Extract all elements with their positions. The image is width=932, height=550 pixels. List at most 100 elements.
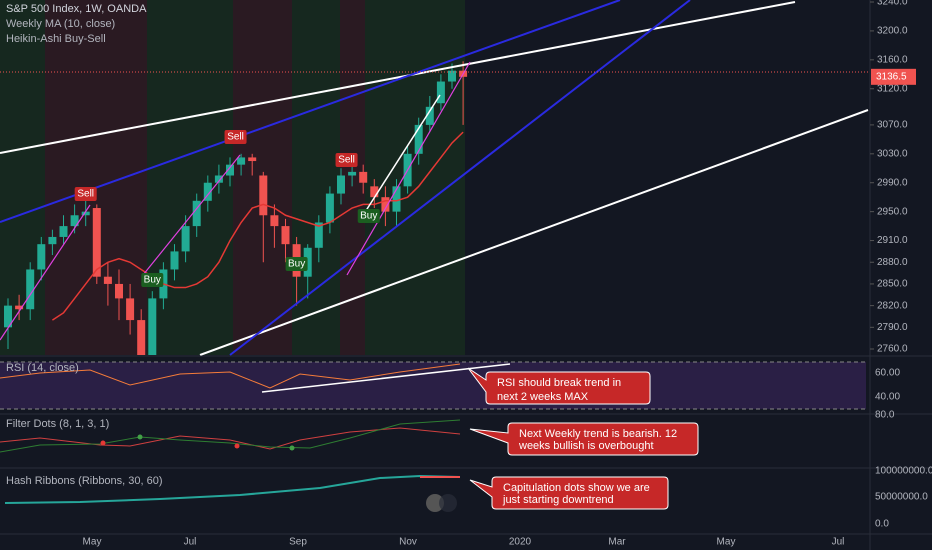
signal-box xyxy=(74,187,97,201)
candle-body xyxy=(392,186,401,212)
candle-body xyxy=(70,215,79,227)
annotation: Next Weekly trend is bearish. 12 weeks bu… xyxy=(518,428,677,452)
y-tick-label: 2820.0 xyxy=(877,300,908,311)
candle-body xyxy=(15,305,24,310)
y-tick-label: 2950.0 xyxy=(877,206,908,217)
x-tick-label: 2020 xyxy=(509,537,532,548)
indicator-label: Weekly MA (10, close) xyxy=(6,18,115,30)
y-tick-label: 2790.0 xyxy=(877,322,908,333)
annotation: Capitulation dots show we are just starti… xyxy=(502,482,650,506)
candle-body xyxy=(281,226,290,245)
signal-label: Buy xyxy=(144,275,161,286)
filter-line xyxy=(0,427,461,450)
candle-body xyxy=(348,171,357,176)
filter-dot xyxy=(137,434,143,440)
signal-box xyxy=(335,153,358,167)
y-tick-label: 2910.0 xyxy=(877,235,908,246)
candle-body xyxy=(370,186,379,198)
candle-body xyxy=(314,222,323,248)
y-tick-label: 2990.0 xyxy=(877,177,908,188)
last-price-label: 3136.5 xyxy=(876,71,907,82)
filter-dot xyxy=(234,443,240,449)
candle-body xyxy=(436,81,445,104)
y-tick-label: 2880.0 xyxy=(877,257,908,268)
candle-body xyxy=(115,283,123,299)
last-price-box xyxy=(871,68,916,85)
x-tick-label: May xyxy=(717,537,736,548)
candle-body xyxy=(126,298,135,321)
candle-body xyxy=(37,244,46,270)
candle-body xyxy=(425,106,434,125)
candle-body xyxy=(381,197,390,212)
candle-body xyxy=(248,157,257,162)
filter-dot xyxy=(289,445,295,451)
ma-line xyxy=(51,131,464,321)
pane-tick-label: 0.0 xyxy=(875,519,889,530)
pane-title: Filter Dots (8, 1, 3, 1) xyxy=(6,418,109,430)
candle-body xyxy=(270,215,279,227)
candle-body xyxy=(81,211,90,216)
candle-body xyxy=(414,124,423,154)
candle-body xyxy=(192,200,201,227)
candle-body xyxy=(137,320,146,355)
candle-body xyxy=(181,226,190,252)
pane-title: RSI (14, close) xyxy=(6,362,79,374)
capitulation-dot xyxy=(426,494,444,512)
candle-body xyxy=(303,247,312,277)
pane-tick-label: 40.00 xyxy=(875,392,900,403)
candle-body xyxy=(92,208,101,277)
candle-body xyxy=(259,175,268,216)
candle-body xyxy=(203,182,212,201)
x-tick-label: Nov xyxy=(399,537,417,548)
candle-body xyxy=(237,157,246,165)
callouts xyxy=(467,367,699,510)
indicator-label: Heikin-Ashi Buy-Sell xyxy=(6,33,106,45)
filter-line xyxy=(0,419,461,453)
y-tick-label: 3160.0 xyxy=(877,54,908,65)
pane-tick-label: 60.00 xyxy=(875,368,900,379)
y-tick-label: 3120.0 xyxy=(877,83,908,94)
candle-body xyxy=(226,164,234,176)
x-tick-label: Mar xyxy=(608,537,626,548)
candle-body xyxy=(48,236,57,245)
x-tick-label: Jul xyxy=(832,537,845,548)
candle-body xyxy=(148,298,157,355)
pane-tick-label: 100000000.0 xyxy=(875,466,932,477)
candle-body xyxy=(59,226,68,237)
rsi-line xyxy=(0,363,461,389)
candle-body xyxy=(103,276,112,284)
candle-body xyxy=(337,175,345,194)
pane-tick-label: 80.0 xyxy=(875,410,895,421)
signal-label: Sell xyxy=(227,132,244,143)
signal-box xyxy=(285,257,308,271)
signal-label: Sell xyxy=(77,189,94,200)
signal-box xyxy=(224,130,247,144)
y-tick-label: 2850.0 xyxy=(877,279,908,290)
signal-label: Sell xyxy=(338,155,355,166)
x-tick-label: Jul xyxy=(184,537,197,548)
pane-title: Hash Ribbons (Ribbons, 30, 60) xyxy=(6,475,163,487)
x-tick-label: Sep xyxy=(289,537,307,548)
trendlines xyxy=(0,0,869,356)
signal-label: Buy xyxy=(360,211,377,222)
filter-dot xyxy=(100,440,106,446)
candle-body xyxy=(214,175,223,183)
signal-box xyxy=(357,209,380,223)
candle-body xyxy=(325,193,334,223)
y-tick-label: 3070.0 xyxy=(877,120,908,131)
candle-body xyxy=(359,171,368,183)
zones xyxy=(0,0,465,355)
y-tick-label: 3030.0 xyxy=(877,148,908,159)
candle-body xyxy=(448,70,456,82)
signal-label: Buy xyxy=(288,259,305,270)
capitulation-dot xyxy=(439,494,457,512)
hash-ribbon xyxy=(4,474,461,504)
y-tick-label: 3200.0 xyxy=(877,26,908,37)
y-tick-label: 2760.0 xyxy=(877,344,908,355)
y-tick-label: 3240.0 xyxy=(877,0,908,8)
chart-title: S&P 500 Index, 1W, OANDA xyxy=(6,3,147,15)
rsi-band xyxy=(0,362,866,409)
annotation: RSI should break trend in next 2 weeks MA… xyxy=(497,377,621,403)
pane-tick-label: 50000000.0 xyxy=(875,492,928,503)
